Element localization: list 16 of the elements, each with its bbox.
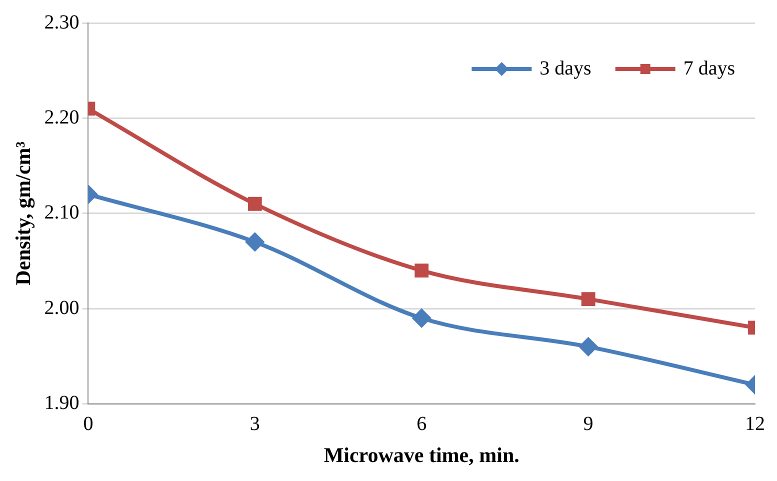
y-tick-label: 1.90 [44,392,80,414]
x-axis-title: Microwave time, min. [324,442,520,467]
point [412,309,431,328]
legend-label: 7 days [683,57,736,80]
x-tick-label: 3 [250,413,260,436]
point [414,264,429,278]
y-tick-label: 2.10 [44,202,80,224]
y-tick-label: 2.20 [44,106,80,128]
y-axis-title: Density, gm/cm³ [11,141,36,286]
x-tick-label: 9 [583,413,594,436]
y-tick-label: 2.30 [44,11,80,34]
x-tick-label: 6 [416,413,427,436]
legend-label: 3 days [540,57,592,80]
x-tick-label: 12 [745,413,765,436]
x-tick-label: 0 [83,413,94,436]
y-tick-label: 2.00 [44,296,80,319]
